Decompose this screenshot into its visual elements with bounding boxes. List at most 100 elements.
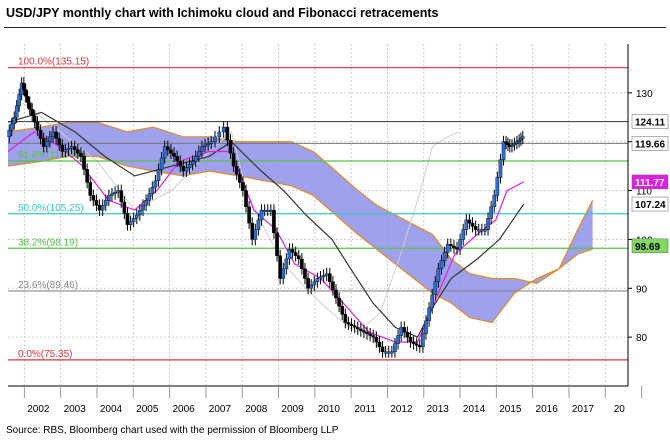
- price-candle-body: [396, 335, 400, 344]
- price-candle-body: [331, 281, 335, 291]
- fibonacci-label: 61.8%(116.05): [18, 150, 83, 161]
- price-candle-body: [458, 239, 462, 250]
- price-candle-body: [442, 252, 447, 261]
- fibonacci-label: 100.0%(135.15): [18, 57, 89, 68]
- price-candle-body: [94, 200, 99, 206]
- price-candle-body: [79, 152, 83, 157]
- price-candle-body: [256, 219, 261, 230]
- price-candle-body: [449, 244, 453, 247]
- price-candle-body: [247, 206, 251, 224]
- value-tag-label: 107.24: [635, 200, 666, 211]
- x-tick-label: 2011: [354, 404, 376, 415]
- price-candle-body: [169, 149, 173, 154]
- price-candle-body: [374, 336, 379, 343]
- price-candle-body: [515, 141, 519, 144]
- price-candle-body: [519, 138, 523, 141]
- price-candle-body: [147, 193, 151, 201]
- price-candle-body: [234, 165, 239, 175]
- price-candle-body: [116, 190, 120, 193]
- price-candle-body: [362, 330, 366, 333]
- price-candle-body: [486, 218, 490, 230]
- fibonacci-label: 23.6%(89.46): [18, 280, 78, 291]
- price-candle-body: [265, 209, 270, 212]
- price-candle-body: [315, 278, 320, 282]
- price-candle-body: [430, 294, 434, 309]
- price-candle-body: [9, 123, 14, 131]
- price-candle-body: [110, 193, 114, 196]
- source-note: Source: RBS, Bloomberg chart used with t…: [6, 425, 339, 436]
- price-candle-body: [327, 273, 332, 282]
- price-candle-body: [476, 229, 481, 232]
- price-candle-body: [103, 200, 108, 206]
- price-candle-body: [287, 248, 292, 260]
- price-candle-body: [166, 146, 170, 151]
- price-candle-body: [300, 258, 304, 269]
- price-candle-body: [455, 247, 459, 250]
- price-candle-body: [390, 351, 394, 354]
- price-candle-body: [321, 275, 326, 278]
- x-tick-label: 2015: [499, 404, 522, 415]
- price-candle-body: [464, 219, 469, 230]
- x-tick-label: 2007: [209, 404, 232, 415]
- price-candle-body: [119, 190, 124, 203]
- price-candle-body: [365, 332, 369, 335]
- price-candle-body: [467, 219, 472, 224]
- price-candle-body: [131, 218, 136, 222]
- price-candle-body: [134, 214, 139, 219]
- y-tick-label: 110: [636, 187, 652, 198]
- price-candle-body: [510, 144, 514, 147]
- price-candle-body: [197, 151, 201, 157]
- price-candle-body: [217, 131, 222, 138]
- price-candle-body: [355, 327, 360, 330]
- price-candle-body: [517, 139, 521, 142]
- price-candle-body: [69, 146, 74, 149]
- price-candle-body: [225, 126, 230, 141]
- price-candle-body: [439, 260, 444, 269]
- price-candle-body: [203, 144, 207, 147]
- price-candle-body: [27, 102, 32, 110]
- price-candle-body: [495, 177, 500, 196]
- price-candle-body: [383, 351, 388, 354]
- price-candle-body: [85, 169, 89, 183]
- price-candle-body: [521, 136, 525, 139]
- price-candle-body: [380, 346, 385, 352]
- price-candle-body: [436, 268, 441, 282]
- y-tick-label: 130: [636, 89, 653, 100]
- price-candle-body: [193, 156, 198, 162]
- x-tick-label: 20: [614, 404, 626, 415]
- price-candle-body: [57, 138, 62, 146]
- price-candle-body: [306, 278, 310, 289]
- fibonacci-label: 0.0%(75.35): [18, 349, 72, 360]
- price-candle-body: [175, 156, 179, 162]
- price-candle-body: [200, 146, 204, 152]
- price-candle-body: [172, 152, 176, 157]
- price-candle-body: [480, 229, 484, 232]
- price-candle-body: [231, 152, 236, 167]
- price-candle-body: [368, 333, 372, 336]
- price-candle-body: [187, 164, 192, 168]
- value-tag-box: [631, 114, 669, 129]
- price-candle-body: [30, 108, 35, 116]
- price-candle-body: [411, 341, 416, 344]
- price-candle-body: [386, 351, 391, 354]
- value-tag-box: [631, 196, 669, 212]
- price-candle-body: [66, 148, 71, 151]
- price-candle-body: [244, 190, 248, 208]
- price-candle-body: [340, 306, 345, 315]
- price-candle-body: [417, 345, 422, 348]
- price-candle-body: [324, 273, 329, 276]
- value-tag-box: [631, 174, 669, 190]
- x-tick-label: 2009: [281, 404, 304, 415]
- price-candle-body: [512, 143, 517, 146]
- price-candle-body: [51, 131, 55, 138]
- x-tick-label: 2002: [27, 404, 50, 415]
- price-candle-body: [178, 161, 183, 167]
- price-candle-body: [359, 328, 363, 331]
- price-candle-body: [250, 222, 255, 240]
- fibonacci-label: 38.2%(98.19): [18, 237, 78, 248]
- price-candle-body: [238, 174, 242, 183]
- price-candle-body: [91, 195, 96, 201]
- price-candle-body: [184, 167, 189, 172]
- price-candle-body: [213, 136, 217, 142]
- price-candle-body: [76, 149, 80, 154]
